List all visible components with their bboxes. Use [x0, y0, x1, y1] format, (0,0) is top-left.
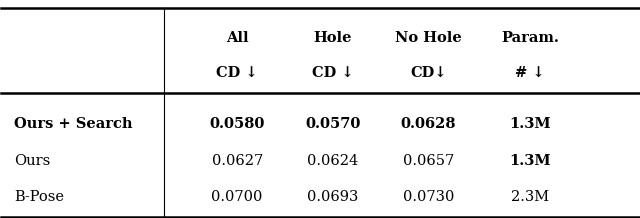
Text: No Hole: No Hole	[395, 31, 461, 45]
Text: 0.0730: 0.0730	[403, 190, 454, 204]
Text: Hole: Hole	[314, 31, 352, 45]
Text: CD ↓: CD ↓	[216, 65, 258, 79]
Text: 0.0693: 0.0693	[307, 190, 358, 204]
Text: B-Pose: B-Pose	[14, 190, 64, 204]
Text: CD ↓: CD ↓	[312, 65, 353, 79]
Text: 1.3M: 1.3M	[509, 117, 551, 131]
Text: Ours + Search: Ours + Search	[14, 117, 132, 131]
Text: 0.0624: 0.0624	[307, 154, 358, 168]
Text: CD↓: CD↓	[410, 65, 447, 79]
Text: 2.3M: 2.3M	[511, 190, 549, 204]
Text: 0.0628: 0.0628	[401, 117, 456, 131]
Text: 0.0570: 0.0570	[305, 117, 360, 131]
Text: 0.0657: 0.0657	[403, 154, 454, 168]
Text: 0.0580: 0.0580	[209, 117, 265, 131]
Text: All: All	[226, 31, 248, 45]
Text: Param.: Param.	[501, 31, 559, 45]
Text: 0.0700: 0.0700	[211, 190, 263, 204]
Text: # ↓: # ↓	[515, 65, 545, 79]
Text: Ours: Ours	[14, 154, 51, 168]
Text: 0.0627: 0.0627	[212, 154, 263, 168]
Text: 1.3M: 1.3M	[509, 154, 551, 168]
